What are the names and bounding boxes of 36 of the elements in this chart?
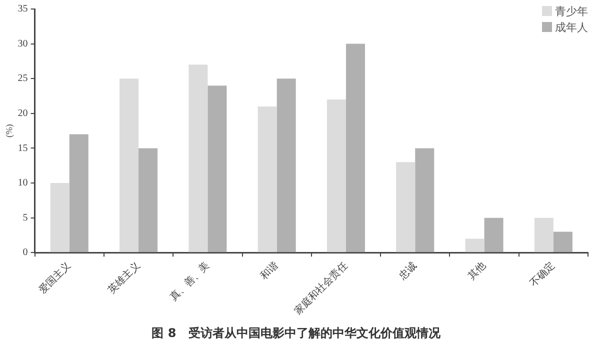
bar (484, 218, 504, 252)
bar (534, 218, 554, 252)
bar (50, 183, 70, 252)
x-tick-label: 英雄主义 (106, 259, 142, 296)
y-tick-label: 0 (22, 247, 28, 258)
bar (553, 232, 572, 252)
y-tick-label: 20 (18, 108, 28, 120)
bar (326, 99, 346, 252)
y-tick-label: 10 (18, 178, 28, 189)
bar (138, 148, 158, 252)
bar (258, 106, 277, 252)
y-tick-label: 5 (22, 212, 28, 224)
bar (396, 162, 416, 252)
bar (120, 78, 139, 252)
bar (465, 238, 484, 252)
bar (69, 134, 88, 252)
y-tick-label: 35 (18, 4, 28, 15)
legend-label: 青少年 (554, 5, 588, 20)
x-tick-label: 真、善、美 (168, 259, 212, 304)
bar (415, 148, 434, 252)
x-tick-label: 家庭和社会责任 (292, 259, 350, 318)
legend-label: 成年人 (554, 21, 588, 36)
x-tick-label: 和谐 (258, 259, 281, 282)
x-tick-label: 不确定 (528, 259, 558, 290)
bar (276, 78, 296, 252)
bar (188, 64, 208, 252)
bar (208, 86, 227, 252)
y-axis-title: (%) (4, 124, 14, 138)
y-tick-label: 30 (18, 38, 28, 50)
text: 图 8 受访者从中国电影中了解的中华文化价值观情况 (152, 326, 442, 340)
y-tick-label: 15 (18, 142, 28, 154)
y-tick-label: 25 (18, 73, 28, 84)
x-tick-label: 爱国主义 (36, 259, 74, 296)
bar (346, 44, 365, 252)
x-tick-label: 忠诚 (396, 259, 420, 283)
x-tick-label: 其他 (466, 259, 488, 282)
